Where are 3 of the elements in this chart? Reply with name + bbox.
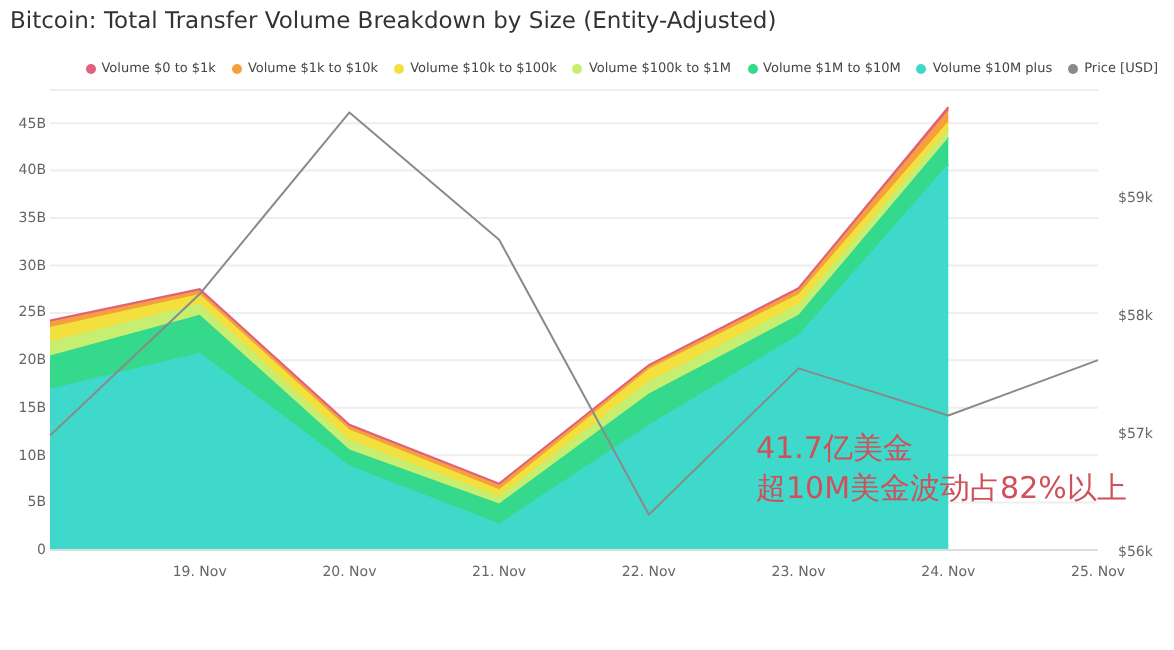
annotation: 41.7亿美金	[756, 430, 913, 466]
line-series	[49, 111, 1099, 516]
chart-title: Bitcoin: Total Transfer Volume Breakdown by Size (Entity-Adjusted)	[10, 6, 777, 34]
